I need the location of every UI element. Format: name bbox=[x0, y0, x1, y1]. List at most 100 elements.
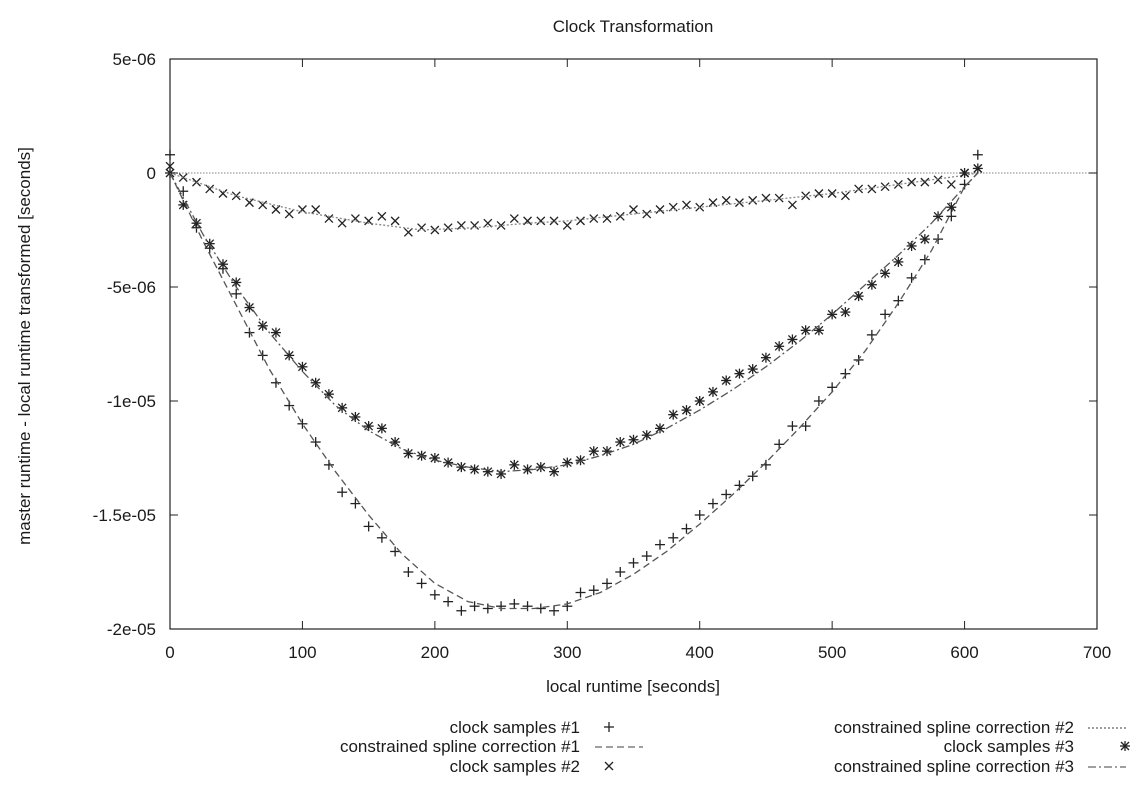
series-3-point bbox=[284, 209, 294, 219]
series-1-point bbox=[787, 421, 798, 432]
series-3-point bbox=[946, 179, 956, 189]
series-1-point bbox=[760, 459, 771, 470]
series-3-point bbox=[748, 195, 758, 205]
series-1-point bbox=[244, 327, 255, 338]
series-3-point bbox=[933, 175, 943, 185]
series-1-point bbox=[827, 382, 838, 393]
series-5-point bbox=[760, 352, 771, 363]
series-5-point bbox=[535, 462, 546, 473]
series-3-point bbox=[602, 214, 612, 224]
series-1-point bbox=[310, 437, 321, 448]
series-1-point bbox=[840, 368, 851, 379]
series-1-point bbox=[443, 596, 454, 607]
series-1-point bbox=[469, 601, 480, 612]
series-3-point bbox=[231, 191, 241, 201]
series-3-point bbox=[244, 198, 254, 208]
series-5-point bbox=[602, 446, 613, 457]
series-3-point bbox=[324, 214, 334, 224]
series-5-point bbox=[721, 375, 732, 386]
series-5-point bbox=[257, 320, 268, 331]
series-5-point bbox=[853, 291, 864, 302]
series-5-point bbox=[244, 302, 255, 313]
series-3-point bbox=[350, 214, 360, 224]
legend-label: constrained spline correction #1 bbox=[340, 737, 580, 756]
x-axis-label: local runtime [seconds] bbox=[546, 677, 720, 696]
series-5-point bbox=[840, 307, 851, 318]
series-1-point bbox=[323, 459, 334, 470]
series-1-point bbox=[615, 567, 626, 577]
series-3-point bbox=[496, 220, 506, 230]
series-5-point bbox=[946, 202, 957, 213]
series-5-point bbox=[734, 368, 745, 379]
series-1-point bbox=[297, 418, 308, 429]
series-5-point bbox=[747, 364, 758, 375]
series-5-point bbox=[813, 325, 824, 336]
x-tick-label: 700 bbox=[1083, 643, 1111, 662]
legend-marker-sample bbox=[1120, 741, 1130, 751]
series-5-point bbox=[297, 361, 308, 372]
series-5-point bbox=[787, 334, 798, 345]
series-5-point bbox=[827, 309, 838, 320]
series-3-point bbox=[205, 184, 215, 194]
series-3-point bbox=[562, 220, 572, 230]
series-3-point bbox=[840, 191, 850, 201]
series-3-point bbox=[642, 209, 652, 219]
series-5-point bbox=[323, 389, 334, 400]
series-5-point bbox=[880, 268, 891, 279]
legend-label: clock samples #3 bbox=[944, 737, 1074, 756]
series-3-point bbox=[523, 216, 533, 226]
series-5-point bbox=[482, 466, 493, 477]
y-tick-label: -1e-05 bbox=[107, 392, 156, 411]
legend-marker-sample bbox=[604, 761, 614, 771]
y-tick-label: -2e-05 bbox=[107, 620, 156, 639]
series-3-point bbox=[509, 214, 519, 224]
series-1-point bbox=[602, 578, 613, 589]
y-axis-label: master runtime - local runtime transform… bbox=[15, 147, 34, 545]
series-1-point bbox=[641, 551, 652, 562]
series-1-point bbox=[866, 329, 877, 340]
series-3-point bbox=[536, 216, 546, 226]
plot-frame bbox=[169, 58, 1098, 630]
series-1-point bbox=[668, 532, 679, 543]
series-5-point bbox=[191, 218, 202, 229]
series-5-point bbox=[231, 277, 242, 288]
chart-title: Clock Transformation bbox=[553, 17, 714, 36]
series-5-point bbox=[549, 466, 560, 477]
series-1-point bbox=[880, 309, 891, 320]
series-5-point bbox=[694, 396, 705, 406]
series-1-point bbox=[906, 272, 917, 283]
series-3-point bbox=[907, 177, 917, 187]
series-3-point bbox=[814, 189, 824, 198]
series-1-point bbox=[350, 498, 361, 509]
series-3-point bbox=[721, 195, 731, 205]
x-tick-label: 100 bbox=[288, 643, 316, 662]
series-5-point bbox=[959, 168, 970, 178]
series-1-point bbox=[628, 557, 639, 568]
series-5-point bbox=[376, 423, 387, 434]
x-tick-label: 0 bbox=[165, 643, 174, 662]
series-3-point bbox=[178, 173, 188, 183]
series-1-point bbox=[496, 601, 507, 612]
series-1-point bbox=[588, 585, 599, 596]
series-5-point bbox=[496, 468, 507, 479]
series-3-point bbox=[589, 214, 599, 224]
y-tick-label: 5e-06 bbox=[113, 50, 156, 69]
series-5-point bbox=[933, 211, 944, 222]
legend-label: clock samples #1 bbox=[450, 718, 580, 737]
x-tick-label: 600 bbox=[950, 643, 978, 662]
series-1-point bbox=[747, 471, 758, 482]
series-3-point bbox=[774, 193, 784, 203]
series-5-point bbox=[615, 437, 626, 448]
series-5-point bbox=[707, 386, 718, 397]
series-1-point bbox=[919, 254, 930, 265]
series-3-point bbox=[390, 216, 400, 226]
series-2-line bbox=[169, 172, 979, 610]
legend-label: clock samples #2 bbox=[450, 757, 580, 776]
series-1-point bbox=[681, 523, 692, 534]
series-1-point bbox=[482, 603, 493, 614]
series-5-point bbox=[575, 455, 586, 466]
series-3-point bbox=[337, 218, 347, 228]
series-5-point bbox=[509, 459, 520, 470]
series-3-point bbox=[827, 189, 837, 198]
